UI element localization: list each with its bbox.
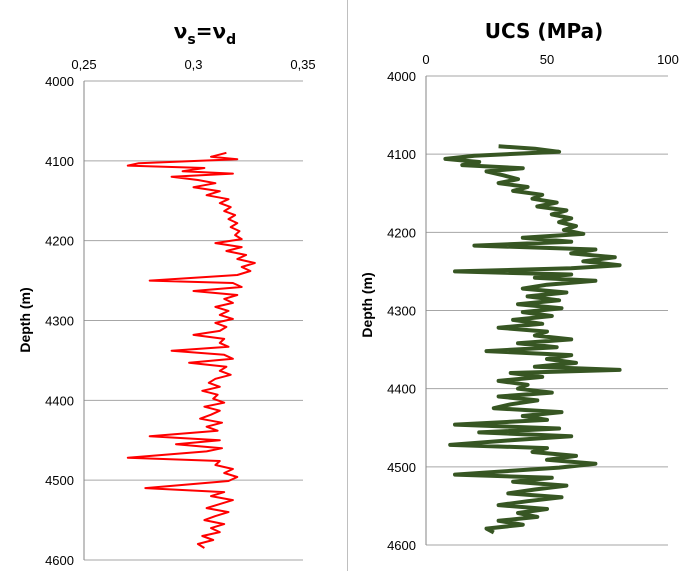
y-axis-label: Depth (m) bbox=[359, 272, 375, 337]
x-tick-label: 0,25 bbox=[71, 57, 96, 72]
grid-lines bbox=[84, 80, 303, 561]
y-axis-label: Depth (m) bbox=[17, 287, 33, 352]
y-tick-labels: 4000 4100 4200 4300 4400 4500 4600 bbox=[387, 69, 416, 553]
y-tick-label: 4500 bbox=[387, 460, 416, 475]
title-equals: =ν bbox=[196, 19, 226, 43]
x-tick-label: 0 bbox=[422, 52, 429, 67]
y-tick-label: 4000 bbox=[45, 74, 74, 89]
y-tick-label: 4600 bbox=[45, 553, 74, 568]
y-tick-labels: 4000 4100 4200 4300 4400 4500 4600 bbox=[45, 74, 74, 568]
y-tick-label: 4400 bbox=[45, 393, 74, 408]
title-sub-2: d bbox=[226, 32, 236, 48]
y-tick-label: 4600 bbox=[387, 538, 416, 553]
data-series bbox=[443, 144, 622, 535]
x-tick-label: 0,35 bbox=[290, 57, 315, 72]
y-tick-label: 4200 bbox=[45, 234, 74, 249]
y-tick-label: 4100 bbox=[45, 154, 74, 169]
y-tick-label: 4200 bbox=[387, 225, 416, 240]
y-tick-label: 4300 bbox=[45, 314, 74, 329]
title-sub-1: s bbox=[187, 32, 195, 48]
series-line-0 bbox=[126, 151, 256, 549]
title-main: ν bbox=[174, 19, 188, 43]
chart-divider bbox=[347, 0, 348, 571]
chart-title: νs=νd bbox=[174, 19, 236, 48]
y-tick-label: 4400 bbox=[387, 382, 416, 397]
y-tick-label: 4300 bbox=[387, 304, 416, 319]
series-line-0 bbox=[443, 144, 622, 535]
chart-title: UCS (MPa) bbox=[485, 19, 603, 43]
y-tick-label: 4500 bbox=[45, 473, 74, 488]
x-tick-labels: 0,25 0,3 0,35 bbox=[71, 57, 315, 72]
x-tick-label: 100 bbox=[657, 52, 679, 67]
x-tick-label: 50 bbox=[540, 52, 554, 67]
poisson-ratio-chart: 0,25 0,3 0,35 4000 4100 4200 4300 4400 4500 4600… bbox=[17, 19, 316, 568]
y-tick-label: 4100 bbox=[387, 147, 416, 162]
x-tick-labels: 0 50 100 bbox=[422, 52, 678, 67]
data-series bbox=[126, 151, 256, 549]
y-tick-label: 4000 bbox=[387, 69, 416, 84]
ucs-chart: 0 50 100 4000 4100 4200 4300 4400 4500 4600 UCS … bbox=[359, 19, 679, 553]
x-tick-label: 0,3 bbox=[184, 57, 202, 72]
